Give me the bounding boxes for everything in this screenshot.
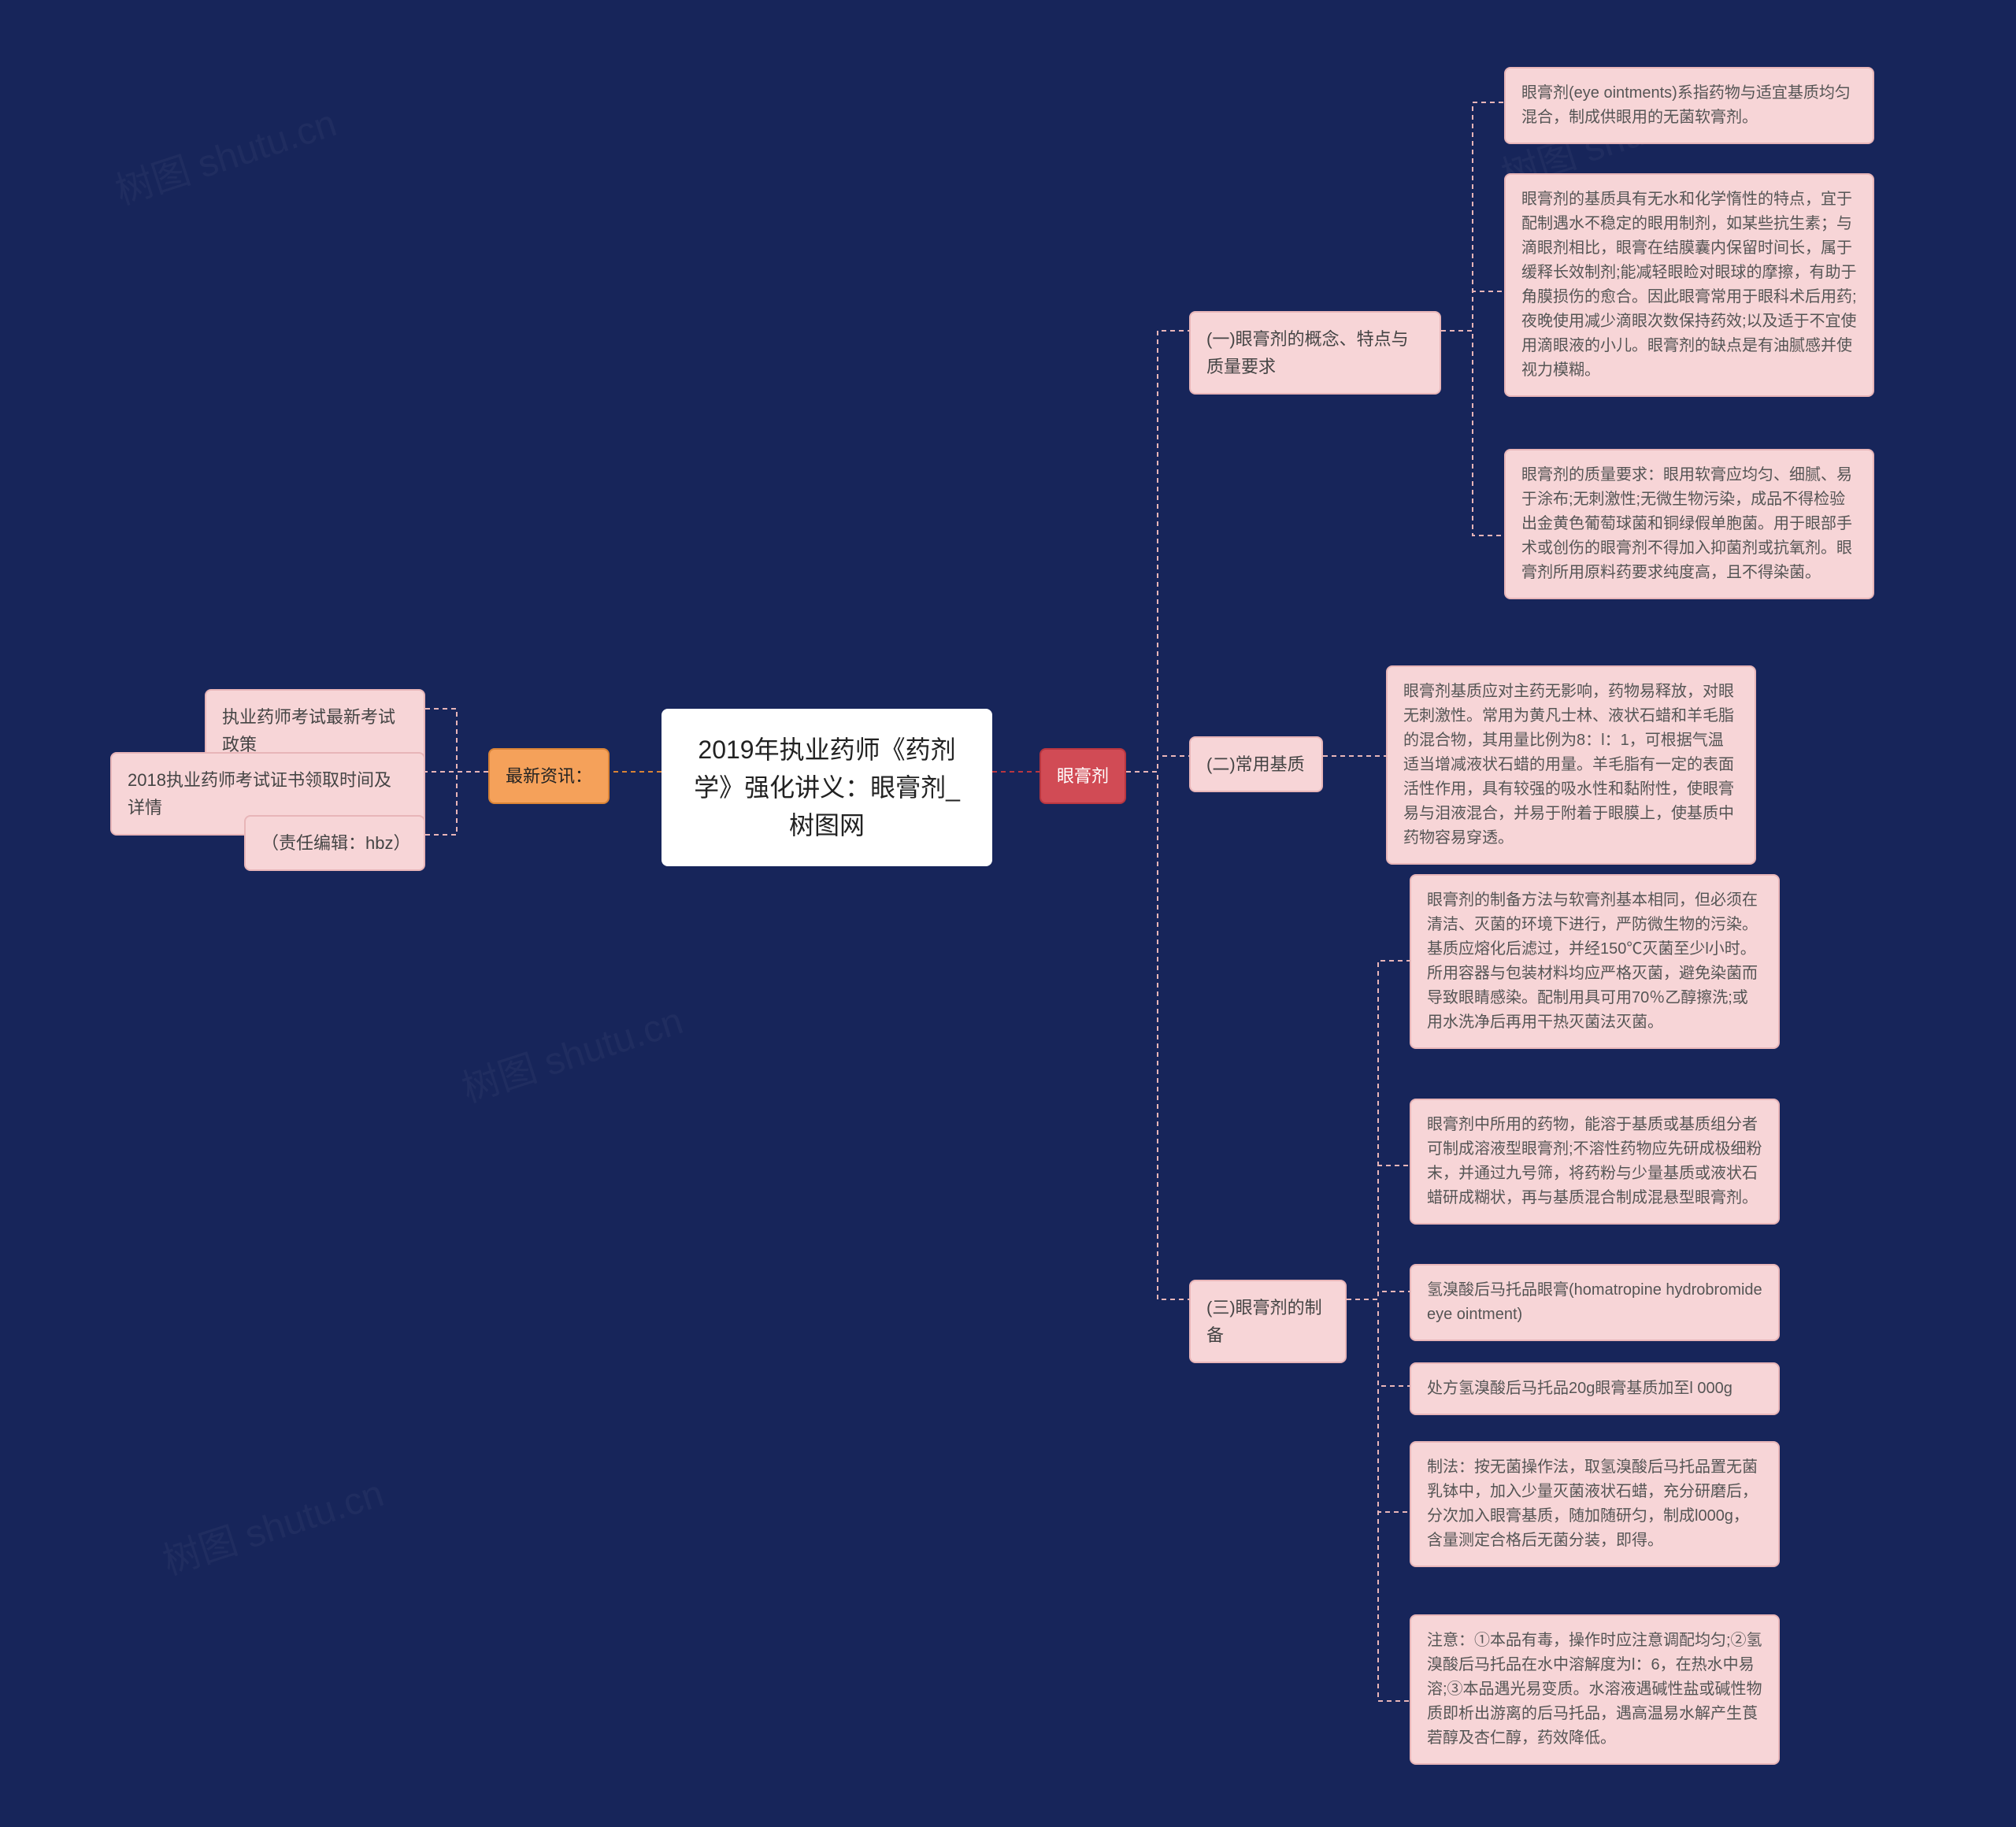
section-2-title[interactable]: (二)常用基质 — [1189, 736, 1323, 792]
section-1-leaf-0: 眼膏剂(eye ointments)系指药物与适宜基质均匀混合，制成供眼用的无菌… — [1504, 67, 1874, 144]
left-item-2: （责任编辑：hbz） — [244, 815, 425, 871]
watermark: 树图 shutu.cn — [154, 1462, 389, 1585]
section-3-leaf-1: 眼膏剂中所用的药物，能溶于基质或基质组分者可制成溶液型眼膏剂;不溶性药物应先研成… — [1410, 1099, 1780, 1225]
section-1-leaf-2: 眼膏剂的质量要求：眼用软膏应均匀、细腻、易于涂布;无刺激性;无微生物污染，成品不… — [1504, 449, 1874, 599]
watermark: 树图 shutu.cn — [454, 990, 688, 1113]
section-3-leaf-5: 注意：①本品有毒，操作时应注意调配均匀;②氢溴酸后马托品在水中溶解度为l：6，在… — [1410, 1614, 1780, 1765]
section-3-leaf-2: 氢溴酸后马托品眼膏(homatropine hydrobromide eye o… — [1410, 1264, 1780, 1341]
right-branch-root[interactable]: 眼膏剂 — [1040, 748, 1126, 804]
section-2-leaf-0: 眼膏剂基质应对主药无影响，药物易释放，对眼无刺激性。常用为黄凡士林、液状石蜡和羊… — [1386, 665, 1756, 865]
section-3-title[interactable]: (三)眼膏剂的制备 — [1189, 1280, 1347, 1363]
watermark: 树图 shutu.cn — [107, 92, 342, 215]
section-3-leaf-4: 制法：按无菌操作法，取氢溴酸后马托品置无菌乳钵中，加入少量灭菌液状石蜡，充分研磨… — [1410, 1441, 1780, 1567]
section-1-title[interactable]: (一)眼膏剂的概念、特点与质量要求 — [1189, 311, 1441, 395]
center-node: 2019年执业药师《药剂学》强化讲义：眼膏剂_树图网 — [662, 709, 992, 866]
section-1-leaf-1: 眼膏剂的基质具有无水和化学惰性的特点，宜于配制遇水不稳定的眼用制剂，如某些抗生素… — [1504, 173, 1874, 397]
left-branch-news[interactable]: 最新资讯： — [488, 748, 610, 804]
section-3-leaf-3: 处方氢溴酸后马托品20g眼膏基质加至l 000g — [1410, 1362, 1780, 1415]
section-3-leaf-0: 眼膏剂的制备方法与软膏剂基本相同，但必须在清洁、灭菌的环境下进行，严防微生物的污… — [1410, 874, 1780, 1049]
